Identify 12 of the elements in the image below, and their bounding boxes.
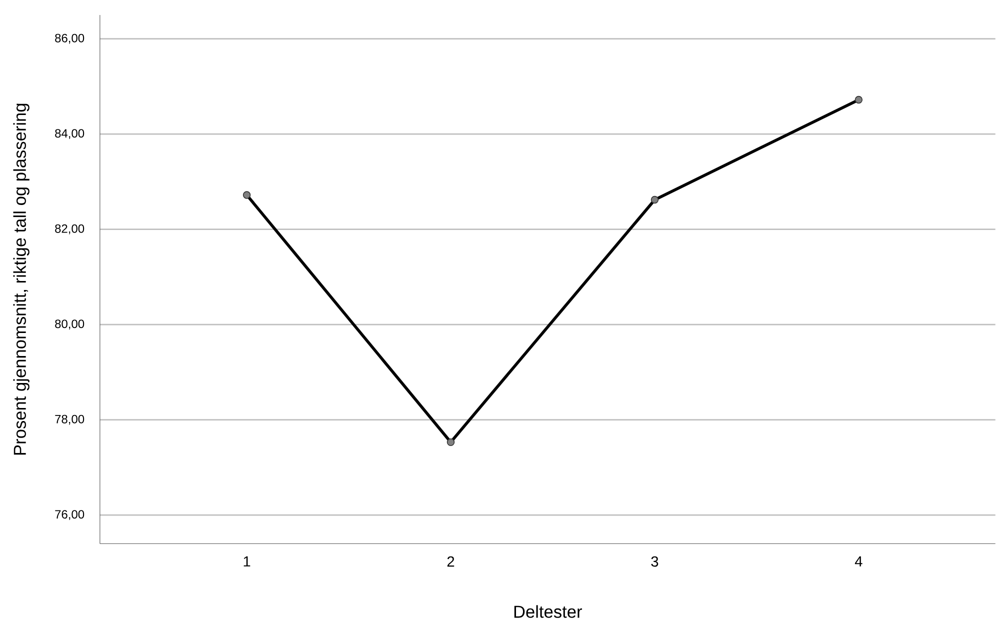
y-tick-label: 86,00 [55, 34, 84, 44]
y-tick-label: 76,00 [55, 510, 84, 520]
y-tick-label: 80,00 [55, 320, 84, 330]
y-tick-label: 78,00 [55, 415, 84, 425]
y-axis-title: Prosent gjennomsnitt, riktige tall og plassering [13, 104, 30, 455]
x-tick-label: 3 [651, 556, 658, 567]
y-tick-label: 82,00 [55, 224, 84, 234]
y-tick-label: 84,00 [55, 129, 84, 140]
x-axis-title: Deltester [514, 605, 582, 618]
x-tick-label: 4 [854, 556, 862, 567]
x-tick-label: 1 [244, 556, 250, 567]
x-tick-label: 2 [447, 556, 454, 567]
